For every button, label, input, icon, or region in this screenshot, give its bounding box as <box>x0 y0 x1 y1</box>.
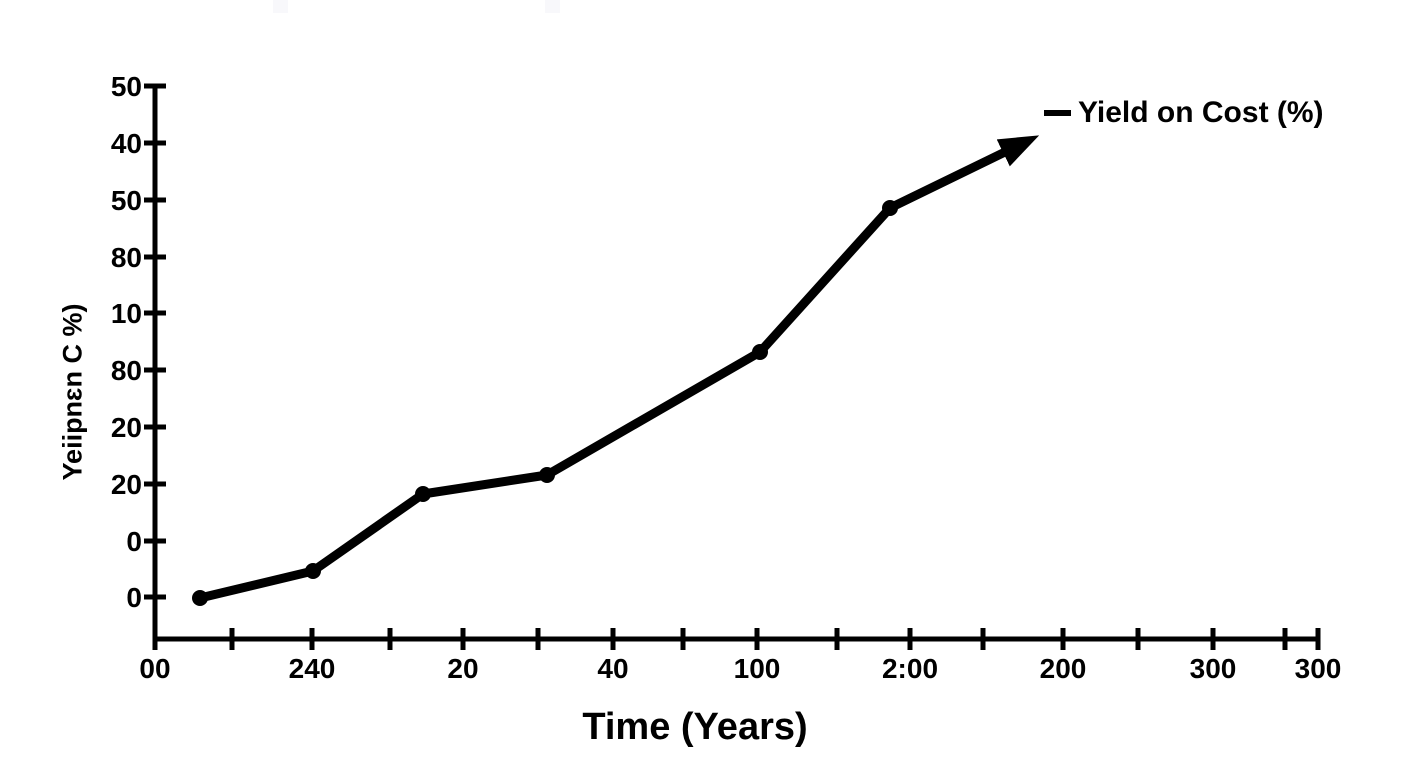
artifact-smudge <box>545 0 560 13</box>
x-tick-label: 240 <box>289 653 336 684</box>
data-point <box>882 200 898 216</box>
legend-label: Yield on Cost (%) <box>1078 96 1324 129</box>
x-tick-label: 20 <box>447 653 478 684</box>
data-point <box>305 563 321 579</box>
y-tick-label: 0 <box>126 526 142 557</box>
y-tick-label: 20 <box>111 412 142 443</box>
series-line <box>195 135 1040 603</box>
x-tick-label: 300 <box>1295 653 1342 684</box>
legend-line-marker-icon <box>1044 110 1071 116</box>
y-tick-label: 10 <box>111 298 142 329</box>
x-tick-label: 200 <box>1040 653 1087 684</box>
x-tick-label: 00 <box>139 653 170 684</box>
y-tick-label: 0 <box>126 582 142 613</box>
data-point <box>539 467 555 483</box>
y-tick-label: 50 <box>111 185 142 216</box>
y-axis-title: Yeiipnɛn C %) <box>57 303 88 481</box>
y-tick-label: 50 <box>111 71 142 102</box>
x-tick-label: 300 <box>1190 653 1237 684</box>
legend: Yield on Cost (%) <box>1044 98 1324 128</box>
x-tick-label: 100 <box>734 653 781 684</box>
x-tick-label: 40 <box>597 653 628 684</box>
y-tick-label: 20 <box>111 469 142 500</box>
y-tick-label: 40 <box>111 128 142 159</box>
data-point <box>192 590 208 606</box>
data-series-layer <box>192 135 1040 606</box>
data-point <box>752 344 768 360</box>
x-axis-title: Time (Years) <box>582 706 808 748</box>
y-tick-label: 80 <box>111 355 142 386</box>
artifact-smudge <box>273 0 288 13</box>
x-tick-label: 2:00 <box>882 653 938 684</box>
y-tick-label: 80 <box>111 242 142 273</box>
data-point <box>415 486 431 502</box>
